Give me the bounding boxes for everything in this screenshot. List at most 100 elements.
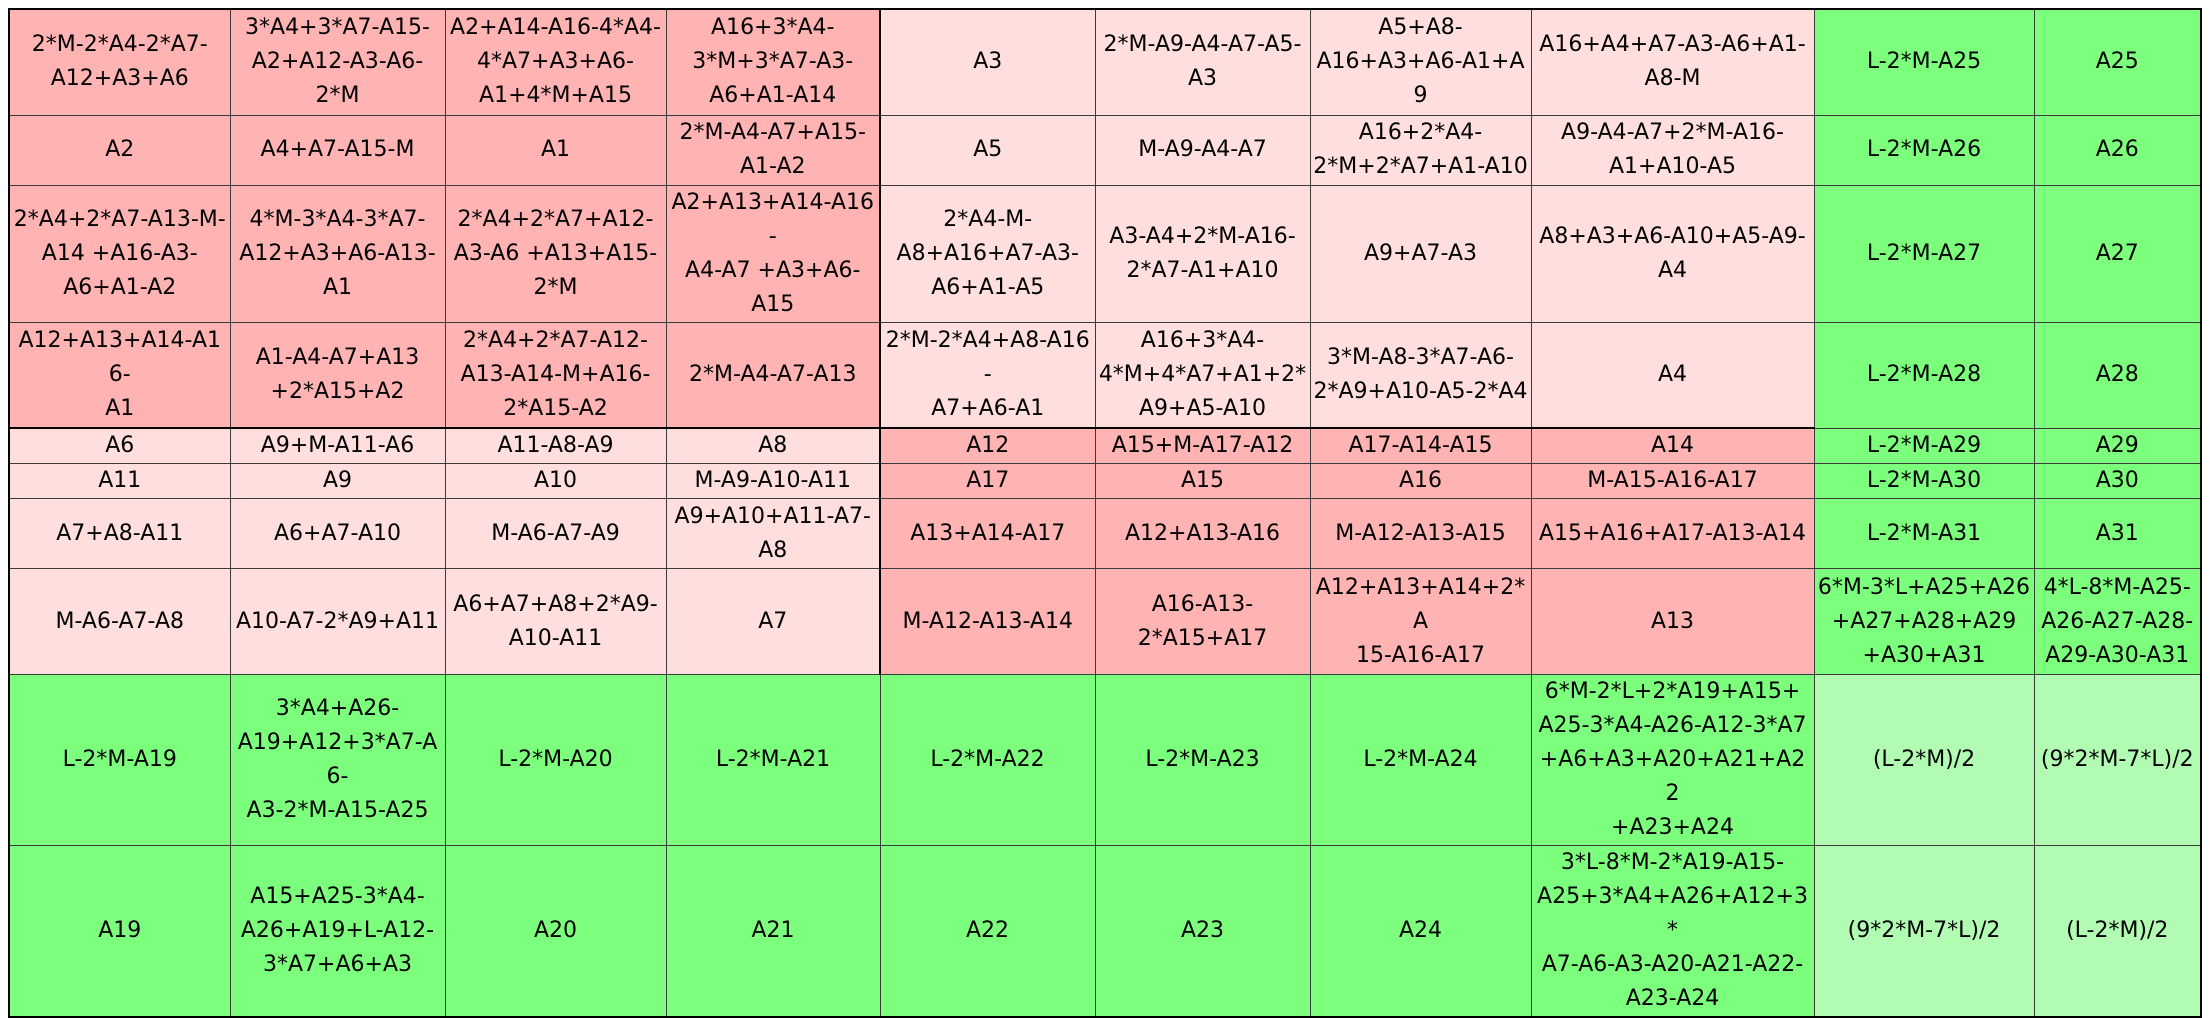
table-row: 2*M-2*A4-2*A7- A12+A3+A6 3*A4+3*A7-A15- A…	[8, 8, 2202, 116]
table-cell: A30	[2033, 463, 2202, 499]
table-cell: (L-2*M)/2	[2033, 845, 2202, 1018]
table-cell: 3*L-8*M-2*A19-A15- A25+3*A4+A26+A12+3* A…	[1530, 845, 1815, 1018]
table-cell: L-2*M-A26	[1813, 114, 2035, 186]
table-cell: A24	[1309, 845, 1532, 1018]
table-cell: L-2*M-A24	[1309, 674, 1532, 846]
table-cell: 4*L-8*M-A25- A26-A27-A28- A29-A30-A31	[2033, 568, 2202, 675]
table-cell: A23	[1094, 845, 1311, 1018]
table-row: A2 A4+A7-A15-M A1 2*M-A4-A7+A15- A1-A2 A5 M-A…	[8, 114, 2202, 186]
magic-square-table: 2*M-2*A4-2*A7- A12+A3+A6 3*A4+3*A7-A15- A…	[8, 8, 2202, 1018]
table-row: M-A6-A7-A8 A10-A7-2*A9+A11 A6+A7+A8+2*A9- …	[8, 568, 2202, 675]
table-cell: A9+A10+A11-A7- A8	[665, 498, 881, 569]
table-row: L-2*M-A19 3*A4+A26- A19+A12+3*A7-A6- A3-2…	[8, 674, 2202, 846]
table-cell: 3*M-A8-3*A7-A6- 2*A9+A10-A5-2*A4	[1309, 321, 1532, 429]
table-cell: L-2*M-A21	[665, 674, 881, 846]
table-cell: A2+A14-A16-4*A4- 4*A7+A3+A6- A1+4*M+A15	[444, 8, 667, 116]
table-cell: A19	[8, 845, 231, 1018]
table-cell: A6	[8, 427, 231, 464]
table-cell: 6*M-2*L+2*A19+A15+ A25-3*A4-A26-A12-3*A7…	[1530, 674, 1815, 846]
table-cell: A9	[229, 463, 446, 499]
table-cell: A10	[444, 463, 667, 499]
table-cell: A12+A13+A14-A16- A1	[8, 321, 231, 429]
table-cell: A2	[8, 114, 231, 186]
table-cell: 2*A4-M- A8+A16+A7-A3- A6+A1-A5	[879, 184, 1096, 323]
table-cell: A4	[1530, 321, 1815, 429]
table-cell: A1-A4-A7+A13 +2*A15+A2	[229, 321, 446, 429]
table-cell: A12+A13-A16	[1094, 498, 1311, 569]
table-cell: 2*M-A4-A7+A15- A1-A2	[665, 114, 881, 186]
table-cell: L-2*M-A22	[879, 674, 1096, 846]
table-cell: A16+A4+A7-A3-A6+A1- A8-M	[1530, 8, 1815, 116]
table-cell: A1	[444, 114, 667, 186]
table-cell: A21	[665, 845, 881, 1018]
table-cell: M-A12-A13-A15	[1309, 498, 1532, 569]
table-cell: A12+A13+A14+2*A 15-A16-A17	[1309, 568, 1532, 675]
table-cell: A3-A4+2*M-A16- 2*A7-A1+A10	[1094, 184, 1311, 323]
table-cell: L-2*M-A25	[1813, 8, 2035, 116]
table-cell: A6+A7+A8+2*A9- A10-A11	[444, 568, 667, 675]
table-cell: L-2*M-A20	[444, 674, 667, 846]
table-cell: A16+3*A4- 3*M+3*A7-A3- A6+A1-A14	[665, 8, 881, 116]
table-cell: A2+A13+A14-A16- A4-A7 +A3+A6- A15	[665, 184, 881, 323]
table-cell: A5+A8- A16+A3+A6-A1+A9	[1309, 8, 1532, 116]
table-cell: A12	[879, 427, 1096, 464]
table-cell: A3	[879, 8, 1096, 116]
table-cell: M-A9-A4-A7	[1094, 114, 1311, 186]
table-cell: A28	[2033, 321, 2202, 429]
table-cell: A11	[8, 463, 231, 499]
table-row: A12+A13+A14-A16- A1 A1-A4-A7+A13 +2*A15+A…	[8, 321, 2202, 429]
table-cell: L-2*M-A23	[1094, 674, 1311, 846]
table-cell: A29	[2033, 427, 2202, 464]
table-cell: 6*M-3*L+A25+A26 +A27+A28+A29 +A30+A31	[1813, 568, 2035, 675]
table-cell: A16+3*A4- 4*M+4*A7+A1+2* A9+A5-A10	[1094, 321, 1311, 429]
table-cell: A26	[2033, 114, 2202, 186]
table-cell: L-2*M-A30	[1813, 463, 2035, 499]
table-cell: A9+M-A11-A6	[229, 427, 446, 464]
table-cell: M-A9-A10-A11	[665, 463, 881, 499]
table-cell: 2*M-2*A4+A8-A16- A7+A6-A1	[879, 321, 1096, 429]
table-cell: A16-A13- 2*A15+A17	[1094, 568, 1311, 675]
table-cell: L-2*M-A31	[1813, 498, 2035, 569]
table-cell: 2*M-A4-A7-A13	[665, 321, 881, 429]
table-cell: A9-A4-A7+2*M-A16- A1+A10-A5	[1530, 114, 1815, 186]
table-row: 2*A4+2*A7-A13-M- A14 +A16-A3- A6+A1-A2 4*…	[8, 184, 2202, 323]
table-cell: A8+A3+A6-A10+A5-A9- A4	[1530, 184, 1815, 323]
table-cell: L-2*M-A28	[1813, 321, 2035, 429]
table-cell: A27	[2033, 184, 2202, 323]
table-cell: A4+A7-A15-M	[229, 114, 446, 186]
table-cell: 2*A4+2*A7-A13-M- A14 +A16-A3- A6+A1-A2	[8, 184, 231, 323]
table-cell: A5	[879, 114, 1096, 186]
table-cell: A15+A25-3*A4- A26+A19+L-A12- 3*A7+A6+A3	[229, 845, 446, 1018]
table-cell: A11-A8-A9	[444, 427, 667, 464]
table-cell: (L-2*M)/2	[1813, 674, 2035, 846]
table-cell: 2*A4+2*A7-A12- A13-A14-M+A16- 2*A15-A2	[444, 321, 667, 429]
table-cell: 2*M-A9-A4-A7-A5- A3	[1094, 8, 1311, 116]
table-cell: M-A6-A7-A9	[444, 498, 667, 569]
table-cell: A10-A7-2*A9+A11	[229, 568, 446, 675]
table-cell: A8	[665, 427, 881, 464]
table-cell: A15+A16+A17-A13-A14	[1530, 498, 1815, 569]
table-cell: A13+A14-A17	[879, 498, 1096, 569]
table-row: A19 A15+A25-3*A4- A26+A19+L-A12- 3*A7+A6+…	[8, 845, 2202, 1018]
table-cell: A17-A14-A15	[1309, 427, 1532, 464]
table-cell: (9*2*M-7*L)/2	[2033, 674, 2202, 846]
table-cell: A15+M-A17-A12	[1094, 427, 1311, 464]
table-cell: A25	[2033, 8, 2202, 116]
table-cell: A9+A7-A3	[1309, 184, 1532, 323]
table-cell: 3*A4+3*A7-A15- A2+A12-A3-A6- 2*M	[229, 8, 446, 116]
table-cell: (9*2*M-7*L)/2	[1813, 845, 2035, 1018]
table-cell: L-2*M-A27	[1813, 184, 2035, 323]
table-row: A6 A9+M-A11-A6 A11-A8-A9 A8 A12 A15+M-A17-A12…	[8, 427, 2202, 464]
table-cell: 2*M-2*A4-2*A7- A12+A3+A6	[8, 8, 231, 116]
table-row: A11 A9 A10 M-A9-A10-A11 A17 A15 A16 M-A15-A16-A…	[8, 463, 2202, 499]
table-cell: A7+A8-A11	[8, 498, 231, 569]
table-cell: 4*M-3*A4-3*A7- A12+A3+A6-A13- A1	[229, 184, 446, 323]
table-cell: 3*A4+A26- A19+A12+3*A7-A6- A3-2*M-A15-A2…	[229, 674, 446, 846]
table-cell: M-A15-A16-A17	[1530, 463, 1815, 499]
table-cell: M-A12-A13-A14	[879, 568, 1096, 675]
table-cell: A20	[444, 845, 667, 1018]
table-cell: A15	[1094, 463, 1311, 499]
table-cell: 2*A4+2*A7+A12- A3-A6 +A13+A15- 2*M	[444, 184, 667, 323]
table-cell: A6+A7-A10	[229, 498, 446, 569]
table-cell: A22	[879, 845, 1096, 1018]
